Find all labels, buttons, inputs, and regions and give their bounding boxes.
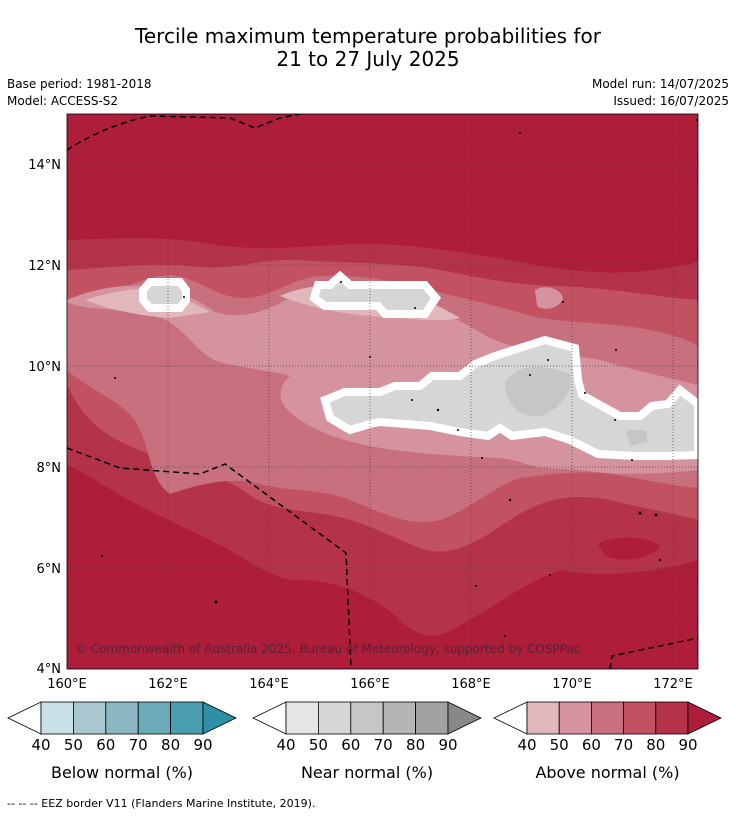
lon-label: 172°E: [653, 677, 693, 692]
copyright-text: © Commonwealth of Australia 2025, Bureau…: [75, 642, 580, 656]
below-normal-colorbar-segment: [7, 701, 42, 735]
near-normal-colorbar-segment: [350, 701, 384, 735]
below-normal-title: Below normal (%): [51, 763, 193, 782]
above-normal-90-region-south: [490, 599, 566, 644]
above-normal-tick-label: 50: [550, 736, 569, 754]
above-normal-tick-label: 80: [646, 736, 665, 754]
above-normal-colorbar-segment: [591, 701, 625, 735]
near-normal-colorbar: 40 50 60 70 80 90 Near normal (%): [252, 701, 482, 782]
above-normal-colorbar-segment: [526, 701, 560, 735]
eez-border: [67, 114, 698, 669]
above-normal-90-region-east: [598, 537, 660, 560]
above-normal-tick-label: 40: [517, 736, 536, 754]
near-normal-60-region-east: [626, 430, 648, 446]
map-frame: [66, 113, 699, 670]
chart-title-line-2: 21 to 27 July 2025: [276, 47, 460, 71]
base-period-text: Base period: 1981-2018: [7, 77, 152, 91]
lon-label: 168°E: [451, 677, 491, 692]
lat-label: 12°N: [28, 259, 61, 274]
above-normal-colorbar-segment: [558, 701, 592, 735]
islands: [101, 119, 698, 637]
model-text: Model: ACCESS-S2: [7, 94, 119, 108]
eez-footnote: -- -- -- EEZ border V11 (Flanders Marine…: [7, 797, 316, 810]
near-normal-tick-label: 80: [406, 736, 425, 754]
above-normal-50-region-east: [535, 287, 563, 309]
above-normal-tick-label: 70: [614, 736, 633, 754]
lat-label: 4°N: [37, 662, 62, 677]
issued-text: Issued: 16/07/2025: [613, 94, 729, 108]
below-normal-tick-label: 70: [129, 736, 148, 754]
near-normal-colorbar-segment: [252, 701, 287, 735]
model-run-text: Model run: 14/07/2025: [591, 77, 729, 91]
below-normal-colorbar-segment: [105, 701, 139, 735]
below-normal-tick-label: 50: [64, 736, 83, 754]
lat-label: 14°N: [28, 158, 61, 173]
near-normal-tick-label: 40: [276, 736, 295, 754]
near-normal-region-west: [139, 278, 190, 312]
near-normal-60-region: [504, 366, 571, 417]
near-normal-colorbar-segment: [415, 701, 449, 735]
lon-label: 164°E: [249, 677, 289, 692]
below-normal-colorbar-segment: [202, 701, 237, 735]
below-normal-colorbar-segment: [73, 701, 107, 735]
above-normal-colorbar: 40 50 60 70 80 90 Above normal (%): [493, 701, 722, 782]
below-normal-tick-label: 60: [96, 736, 115, 754]
near-normal-colorbar-segment: [285, 701, 319, 735]
graticule: [67, 114, 698, 669]
lat-labels: 14°N 12°N 10°N 8°N 6°N 4°N: [28, 158, 61, 677]
near-normal-title: Near normal (%): [301, 763, 433, 782]
above-normal-colorbar-segment: [623, 701, 657, 735]
chart-title-line-1: Tercile maximum temperature probabilitie…: [135, 24, 601, 48]
lat-label: 10°N: [28, 360, 61, 375]
lon-label: 160°E: [47, 677, 87, 692]
above-normal-colorbar-segment: [687, 701, 722, 735]
below-normal-tick-label: 80: [161, 736, 180, 754]
near-normal-colorbar-segment: [317, 701, 352, 735]
below-normal-tick-label: 40: [31, 736, 50, 754]
below-normal-colorbar-segment: [40, 701, 74, 735]
near-normal-tick-label: 90: [438, 736, 457, 754]
near-normal-tick-label: 60: [341, 736, 360, 754]
lat-label: 6°N: [37, 562, 62, 577]
probability-field: © Commonwealth of Australia 2025, Bureau…: [67, 114, 698, 669]
near-normal-tick-label: 50: [309, 736, 328, 754]
lon-label: 166°E: [350, 677, 390, 692]
below-normal-colorbar-segment: [170, 701, 204, 735]
near-normal-tick-label: 70: [374, 736, 393, 754]
lon-label: 162°E: [148, 677, 188, 692]
above-normal-title: Above normal (%): [535, 763, 679, 782]
lon-labels: 160°E 162°E 164°E 166°E 168°E 170°E 172°…: [47, 677, 693, 692]
above-normal-tick-label: 90: [678, 736, 697, 754]
below-normal-tick-label: 90: [193, 736, 212, 754]
lon-label: 170°E: [552, 677, 592, 692]
below-normal-colorbar-segment: [137, 701, 171, 735]
near-normal-colorbar-segment: [447, 701, 482, 735]
above-normal-colorbar-segment: [493, 701, 528, 735]
near-normal-region-north: [309, 270, 442, 318]
near-normal-colorbar-segment: [382, 701, 417, 735]
above-normal-colorbar-segment: [655, 701, 689, 735]
lat-label: 8°N: [37, 461, 62, 476]
above-normal-tick-label: 60: [582, 736, 601, 754]
